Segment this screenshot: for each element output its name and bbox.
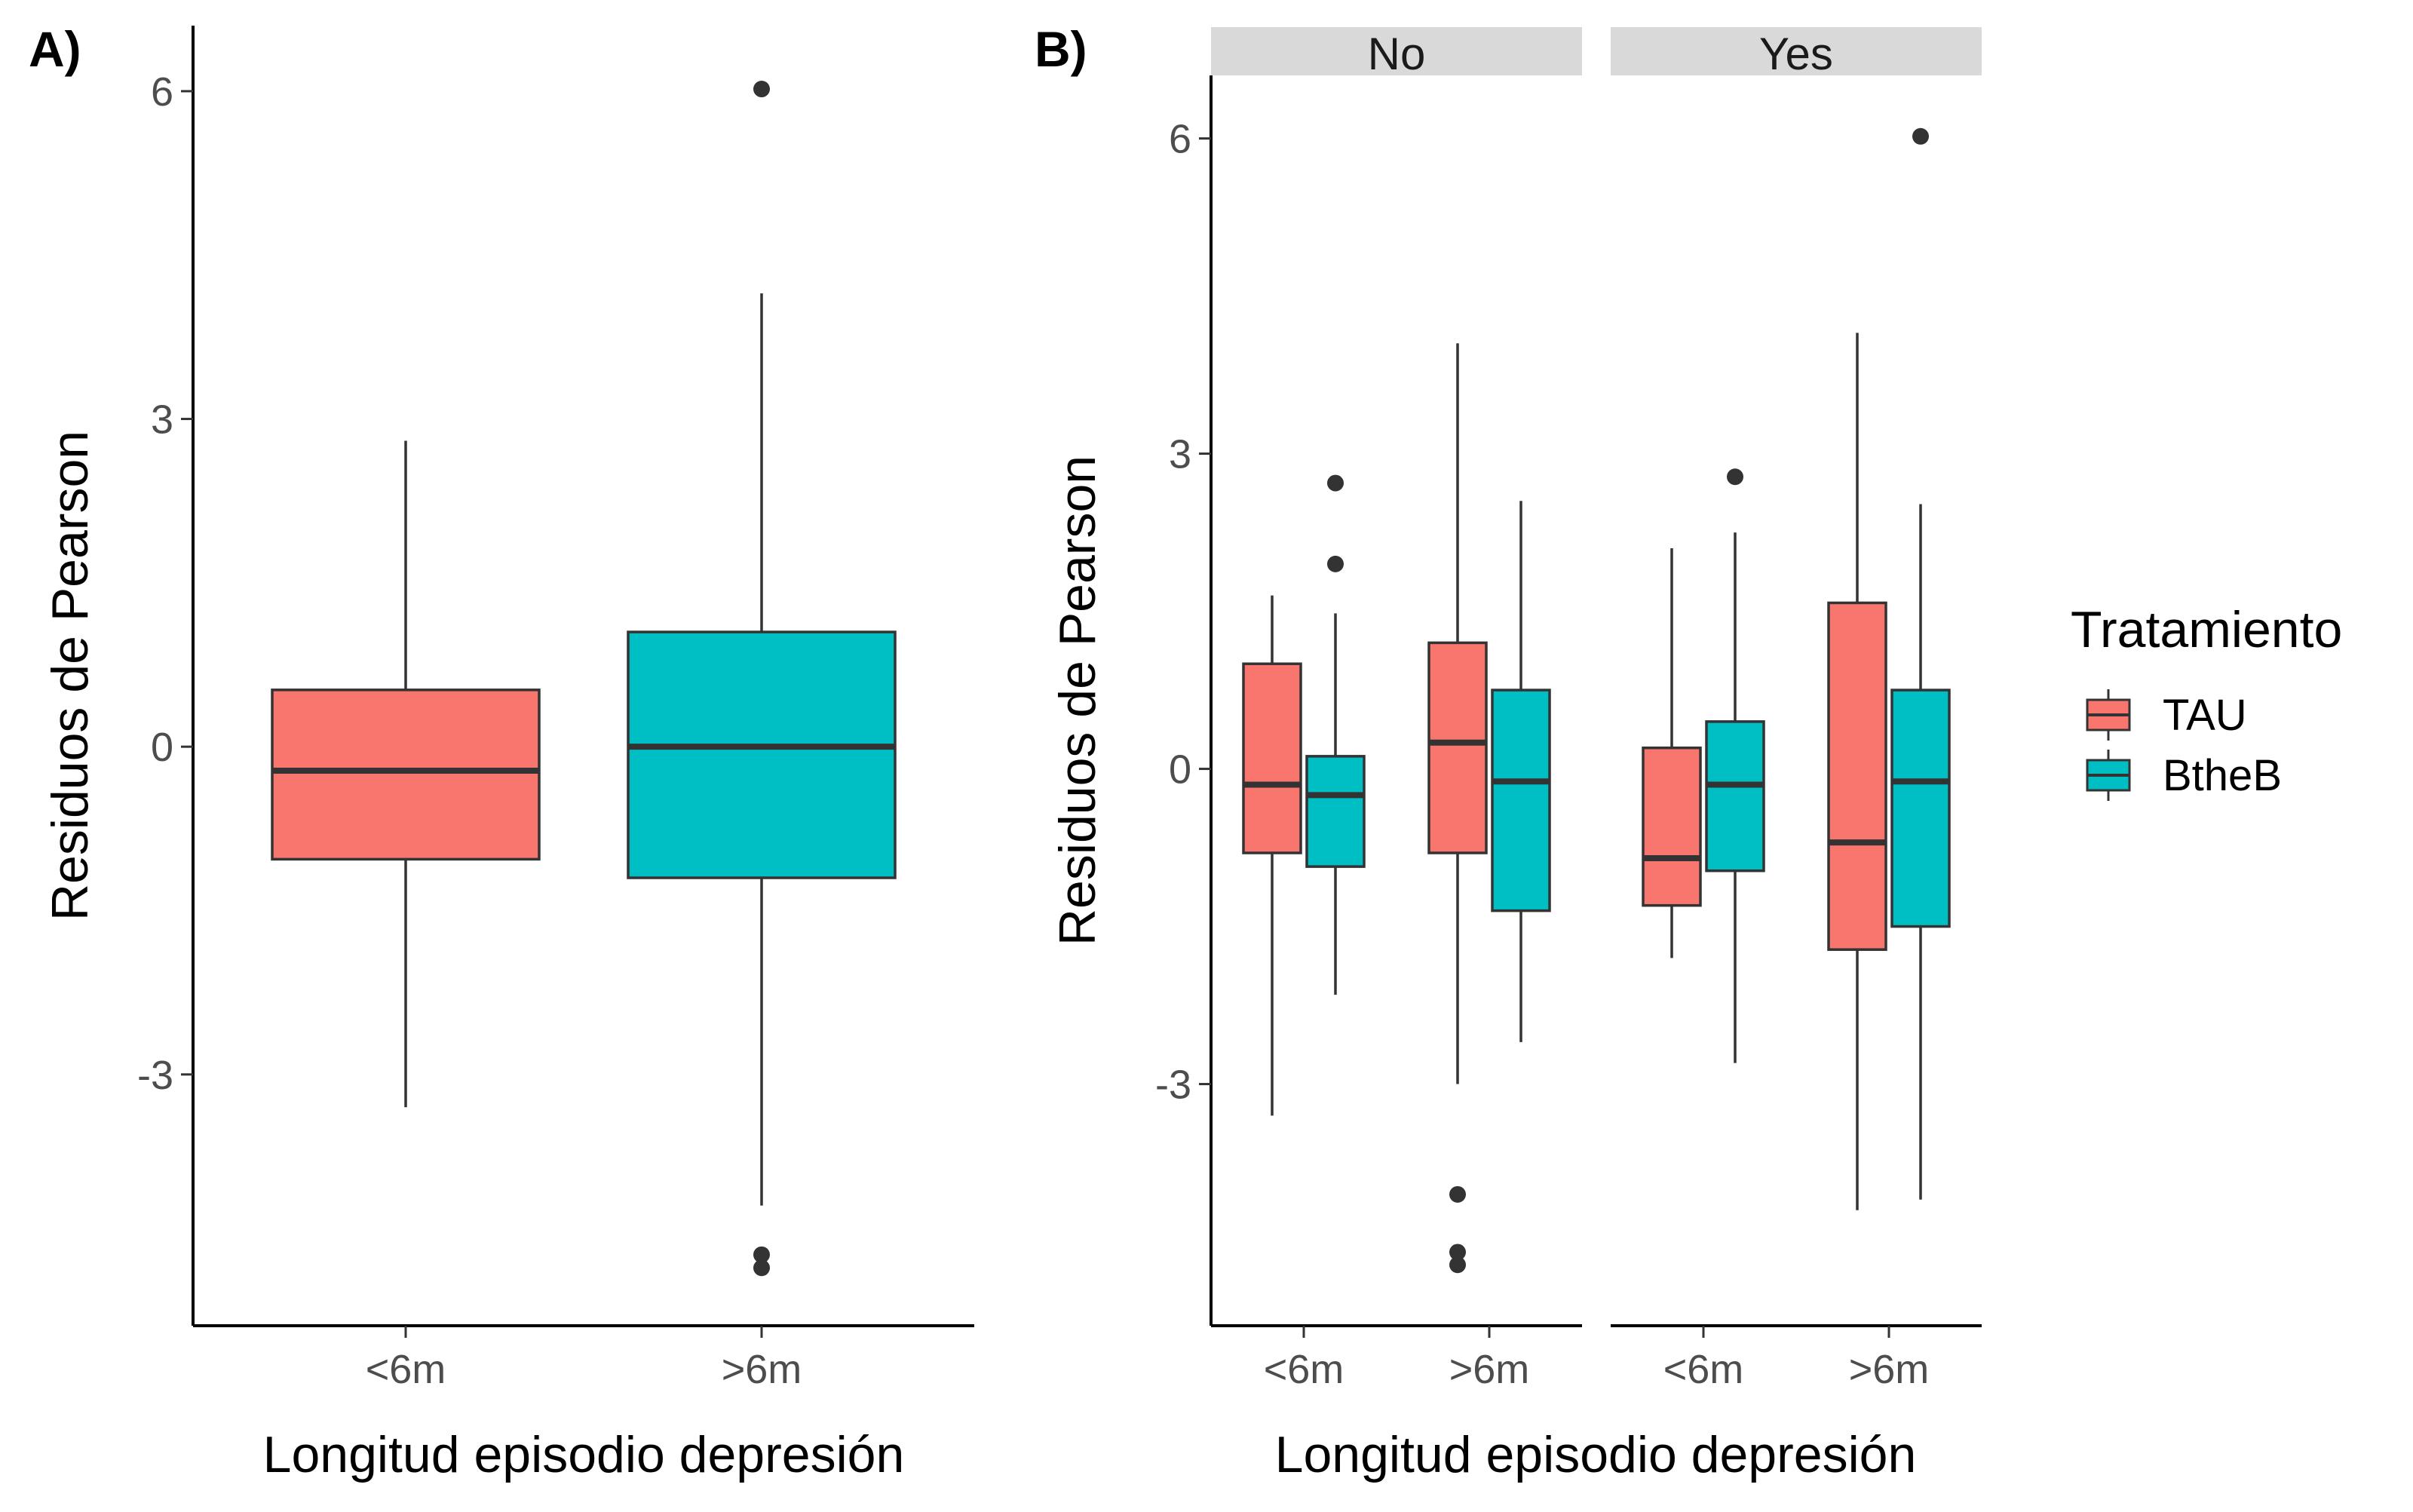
facet-yes-strip: [1611, 27, 1982, 75]
panel-a-x-tick-label-gt6m: >6m: [722, 1347, 802, 1392]
facet-yes-box-gt6m-btheb-outlier-0: [1912, 127, 1929, 145]
facet-no-box-gt6m-tau-outlier-2: [1449, 1256, 1466, 1274]
panel-a-box-gt6m-box: [627, 630, 897, 879]
legend-key-tau: [2086, 689, 2131, 741]
facet-no-box-gt6m-tau-outlier-1: [1449, 1244, 1466, 1261]
panel-a-x-ticks: <6m >6m: [366, 1326, 802, 1392]
facet-yes-x-tick-label-gt6m: >6m: [1849, 1347, 1930, 1392]
facet-no-x-tick-label-lt6m: <6m: [1264, 1347, 1344, 1392]
facet-yes-box-lt6m-btheb-outlier-0: [1727, 468, 1743, 486]
panel-a-x-tick-label-lt6m: <6m: [366, 1347, 446, 1392]
panel-a: A) -3 0 3 6 <6m >6m Longitud episodio depres…: [29, 21, 974, 1483]
facet-yes-box-lt6m-btheb-box: [1705, 720, 1765, 873]
facet-no-box-lt6m-btheb-outlier-0: [1327, 474, 1344, 492]
facet-no-box-gt6m-tau: [1427, 343, 1488, 1274]
panel-a-y-tick-label-3: 6: [151, 69, 173, 115]
facet-yes-box-lt6m-tau-box: [1642, 746, 1702, 907]
facet-no-box-lt6m-btheb-outlier-1: [1327, 555, 1344, 572]
panel-a-box-gt6m-outlier-1: [753, 1246, 770, 1263]
panel-b-y-ticks: -3 0 3 6: [1155, 117, 1211, 1108]
legend-title: Tratamiento: [2071, 601, 2342, 658]
facet-yes-strip-label: Yes: [1759, 29, 1833, 79]
facet-yes-boxes: [1642, 127, 1951, 1210]
panel-a-y-tick-label-1: 0: [151, 725, 173, 770]
legend-label-btheb: BtheB: [2163, 751, 2282, 800]
panel-a-box-lt6m-box: [271, 689, 541, 861]
panel-a-y-tick-label-2: 3: [151, 397, 173, 443]
facet-yes-x-ticks: <6m >6m: [1663, 1326, 1930, 1392]
facet-no-boxes: [1242, 343, 1551, 1274]
panel-a-box-gt6m-outlier-0: [753, 81, 770, 98]
facet-no-box-lt6m-tau-box: [1242, 662, 1302, 854]
panel-a-box-lt6m: [271, 440, 541, 1108]
legend-key-btheb: [2086, 750, 2131, 801]
panel-a-box-gt6m-outlier-2: [753, 1259, 770, 1277]
facet-yes-box-gt6m-tau-box: [1827, 601, 1887, 951]
facet-no-box-gt6m-tau-outlier-0: [1449, 1185, 1466, 1203]
facet-yes-box-gt6m-btheb: [1890, 127, 1951, 1200]
facet-yes-box-lt6m-tau: [1642, 547, 1702, 958]
panel-b-y-tick-label-3: 6: [1169, 117, 1191, 162]
facet-yes-x-tick-label-lt6m: <6m: [1663, 1347, 1744, 1392]
panel-b-y-tick-label-1: 0: [1169, 747, 1191, 793]
facet-no: No <6m >6m: [1210, 27, 1582, 1392]
facet-yes-box-lt6m-btheb: [1705, 468, 1765, 1063]
facet-no-box-gt6m-btheb-box: [1491, 689, 1551, 912]
panel-b-x-title: Longitud episodio depresión: [1275, 1426, 1917, 1483]
panel-a-y-ticks: -3 0 3 6: [137, 69, 193, 1098]
panel-b-y-title: Residuos de Pearson: [1049, 455, 1106, 946]
facet-no-box-lt6m-tau: [1242, 595, 1302, 1116]
facet-no-strip-label: No: [1368, 29, 1426, 79]
legend-label-tau: TAU: [2163, 691, 2247, 740]
panel-b: B) No <6m >6m Yes <6m >6m -3 0 3 6 Longitud e…: [1035, 21, 2342, 1483]
facet-yes: Yes <6m >6m: [1611, 27, 1982, 1392]
facet-no-box-lt6m-btheb-box: [1305, 755, 1366, 868]
panel-a-box-gt6m: [627, 81, 897, 1277]
facet-no-x-ticks: <6m >6m: [1264, 1326, 1530, 1392]
facet-no-strip: [1211, 27, 1582, 75]
panel-b-letter: B): [1035, 21, 1087, 77]
panel-b-y-tick-label-0: -3: [1155, 1063, 1191, 1108]
panel-b-y-tick-label-2: 3: [1169, 432, 1191, 477]
facet-no-box-lt6m-btheb: [1305, 474, 1366, 995]
panel-a-y-title: Residuos de Pearson: [41, 431, 99, 921]
legend-keys: [2086, 689, 2131, 801]
facet-no-box-gt6m-tau-box: [1427, 641, 1488, 854]
facet-yes-box-gt6m-btheb-box: [1890, 689, 1951, 928]
panel-a-letter: A): [29, 21, 81, 77]
panel-a-boxes: [271, 81, 897, 1277]
facet-no-box-gt6m-btheb: [1491, 501, 1551, 1042]
facet-yes-box-gt6m-tau: [1827, 333, 1887, 1210]
legend: Tratamiento TAU BtheB: [2071, 601, 2342, 801]
facet-no-x-tick-label-gt6m: >6m: [1449, 1347, 1530, 1392]
panel-a-x-title: Longitud episodio depresión: [263, 1426, 905, 1483]
panel-a-y-tick-label-0: -3: [137, 1053, 173, 1098]
